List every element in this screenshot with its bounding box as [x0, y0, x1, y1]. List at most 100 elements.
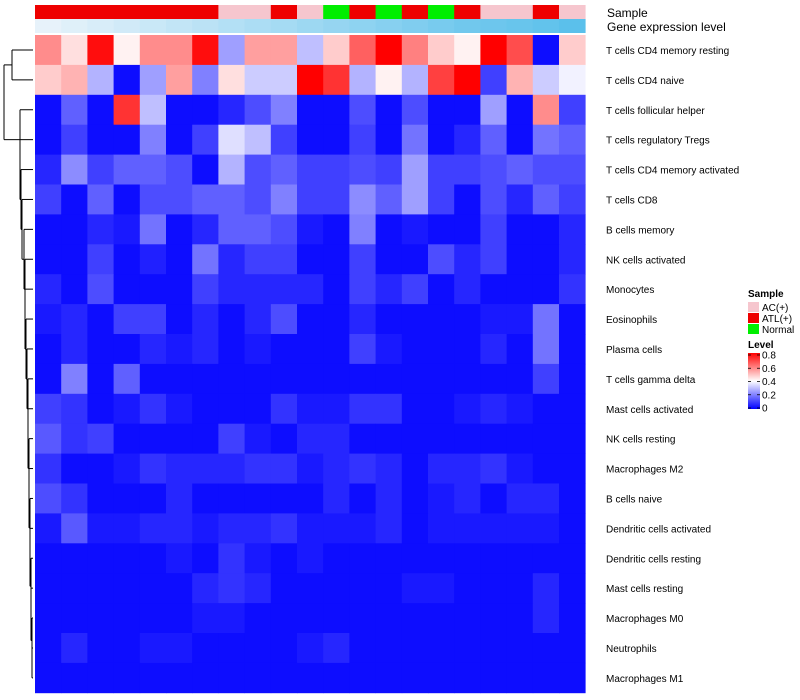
heatmap-cell — [113, 304, 141, 335]
heatmap-cell — [506, 94, 534, 126]
heatmap-cell — [35, 214, 62, 245]
heatmap-cell — [375, 363, 403, 395]
heatmap-cell — [323, 633, 350, 664]
heatmap-cell — [61, 543, 88, 574]
heatmap-cell — [87, 214, 114, 245]
heatmap-cell — [559, 423, 586, 454]
heatmap-cell — [166, 483, 193, 514]
heatmap-cell — [139, 214, 167, 245]
heatmap-cell — [559, 662, 586, 694]
heatmap-cell — [139, 363, 167, 395]
heatmap-cell — [532, 543, 560, 574]
heatmap-cell — [244, 453, 272, 484]
heatmap-cell — [61, 633, 88, 664]
heatmap-cell — [506, 513, 534, 544]
heatmap-cell — [192, 304, 219, 335]
heatmap-cell — [428, 124, 455, 155]
heatmap-cell — [428, 513, 455, 544]
heatmap-cell — [401, 184, 429, 215]
heatmap-cell — [559, 64, 586, 96]
heatmap-cell — [349, 274, 376, 305]
heatmap-cell — [375, 124, 403, 155]
heatmap-cell — [244, 214, 272, 245]
heatmap-cell — [244, 603, 272, 634]
heatmap-cell — [401, 64, 429, 96]
row-label: Macrophages M0 — [606, 614, 684, 625]
heatmap-cell — [166, 513, 193, 544]
heatmap-cell — [218, 184, 245, 215]
heatmap-cell — [454, 244, 481, 275]
heatmap-cell — [454, 35, 481, 66]
heatmap-cell — [401, 94, 429, 126]
heatmap-cell — [506, 334, 534, 365]
heatmap-cell — [454, 453, 481, 484]
heatmap-cell — [532, 244, 560, 275]
heatmap-cell — [428, 393, 455, 425]
heatmap-cell — [349, 423, 376, 454]
heatmap-cell — [428, 334, 455, 365]
heatmap-cell — [454, 334, 481, 365]
heatmap-cell — [323, 393, 350, 425]
heatmap-cell — [297, 214, 324, 245]
heatmap-cell — [428, 603, 455, 634]
heatmap-cell — [480, 543, 507, 574]
heatmap-cell — [192, 184, 219, 215]
heatmap-cell — [454, 393, 481, 425]
heatmap-cell — [218, 94, 245, 126]
heatmap-cell — [532, 124, 560, 155]
heatmap-cell — [270, 483, 298, 514]
heatmap-cell — [349, 603, 376, 634]
heatmap-cell — [349, 304, 376, 335]
annotation-labels: Sample Gene expression level — [607, 6, 726, 34]
gene-expression-annotation-cell — [506, 19, 534, 33]
heatmap-cell — [349, 573, 376, 604]
heatmap-cell — [244, 633, 272, 664]
heatmap-cell — [270, 244, 298, 275]
heatmap-cell — [192, 244, 219, 275]
heatmap-cell — [401, 35, 429, 66]
heatmap-cell — [244, 274, 272, 305]
heatmap-cell — [323, 662, 350, 694]
legend-level-tick-label: 0 — [762, 404, 768, 415]
row-label: T cells CD8 — [606, 195, 658, 206]
heatmap-cell — [61, 244, 88, 275]
heatmap-cell — [87, 633, 114, 664]
legend-sample-swatch — [748, 313, 759, 323]
heatmap-cell — [87, 154, 114, 185]
heatmap-cell — [375, 633, 403, 664]
heatmap-cell — [480, 633, 507, 664]
heatmap-cell — [166, 35, 193, 66]
heatmap-cell — [61, 453, 88, 484]
heatmap-cell — [192, 423, 219, 454]
heatmap-cell — [218, 483, 245, 514]
sample-annotation-cell — [35, 5, 62, 19]
heatmap-cell — [349, 513, 376, 544]
legend-level-tick-label: 0.2 — [762, 390, 776, 401]
heatmap-cell — [454, 124, 481, 155]
heatmap-cell — [113, 543, 141, 574]
row-labels: T cells CD4 memory resting T cells CD4 na… — [606, 46, 739, 685]
heatmap-cell — [270, 94, 298, 126]
sample-annotation-cell — [139, 5, 167, 19]
heatmap-cell — [192, 393, 219, 425]
heatmap-cell — [61, 363, 88, 395]
heatmap-cell — [270, 633, 298, 664]
heatmap-cell — [192, 154, 219, 185]
heatmap-cell — [297, 483, 324, 514]
heatmap-cell — [113, 393, 141, 425]
heatmap-cell — [506, 573, 534, 604]
sample-annotation-cell — [428, 5, 455, 19]
heatmap-cell — [454, 154, 481, 185]
heatmap-cell — [454, 662, 481, 694]
heatmap-cell — [532, 214, 560, 245]
heatmap-cell — [428, 184, 455, 215]
heatmap-cell — [480, 274, 507, 305]
heatmap-cell — [323, 543, 350, 574]
row-label: T cells regulatory Tregs — [606, 136, 710, 147]
heatmap-cell — [61, 184, 88, 215]
gene-expression-annotation-cell — [218, 19, 245, 33]
heatmap-cell — [35, 453, 62, 484]
row-label: Macrophages M1 — [606, 674, 684, 685]
heatmap-cell — [113, 244, 141, 275]
